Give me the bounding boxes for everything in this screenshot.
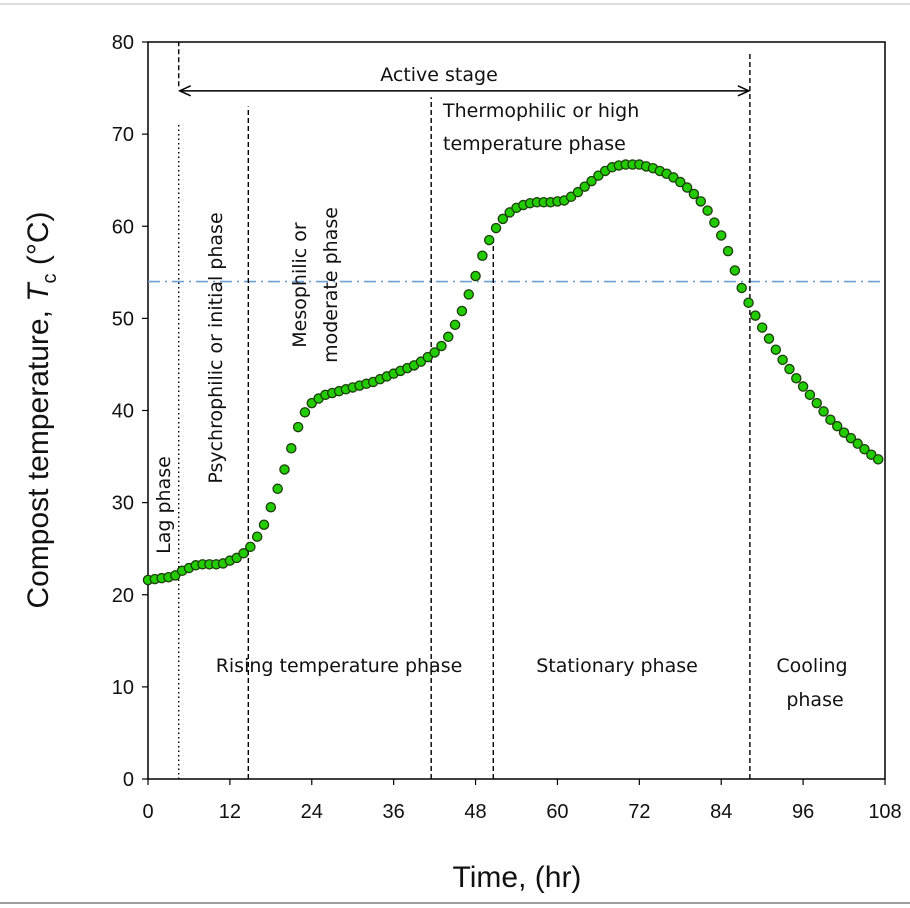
data-point <box>490 222 502 234</box>
data-point <box>811 397 823 409</box>
x-tick-label: 108 <box>868 801 901 823</box>
data-point <box>286 443 297 454</box>
y-axis-title: Compost temperature, Tc (°C) <box>22 211 61 608</box>
mesophilic-label-line1: Mesophilic or <box>289 222 311 348</box>
data-point <box>777 354 788 366</box>
x-tick-label: 84 <box>710 801 732 823</box>
y-axis-title-units: (°C) <box>22 211 55 273</box>
x-tick-label: 96 <box>792 801 814 823</box>
stationary-phase-label: Stationary phase <box>536 655 698 677</box>
x-tick-label: 72 <box>628 801 650 823</box>
data-point <box>245 541 256 553</box>
data-point <box>709 217 720 228</box>
x-tick-label: 36 <box>383 801 405 823</box>
data-point <box>436 340 447 352</box>
data-point <box>852 438 863 449</box>
data-point <box>258 519 270 530</box>
active-stage-arrowhead-left <box>177 85 192 97</box>
data-point <box>729 265 741 276</box>
data-point <box>845 432 857 444</box>
data-point <box>586 175 597 187</box>
y-tick-label: 80 <box>112 32 134 54</box>
data-point <box>750 310 761 321</box>
active-stage-arrow <box>177 85 751 97</box>
data-point <box>299 407 311 418</box>
data-point <box>265 501 277 513</box>
data-point <box>238 548 249 559</box>
y-axis-title-symbol: T <box>22 281 55 302</box>
data-point <box>715 230 727 241</box>
active-stage-label: Active stage <box>380 64 498 86</box>
x-tick-label: 48 <box>464 801 486 823</box>
data-point <box>272 483 283 495</box>
data-point <box>743 297 754 308</box>
y-tick-label: 40 <box>112 401 134 423</box>
data-point <box>443 331 454 343</box>
data-point <box>797 381 809 392</box>
data-point <box>702 205 713 216</box>
y-tick-label: 30 <box>112 493 134 515</box>
data-point <box>756 322 768 333</box>
data-point <box>477 250 488 261</box>
data-point <box>251 531 263 542</box>
data-point <box>429 347 440 358</box>
y-tick-label: 10 <box>112 677 134 699</box>
y-axis-title-prefix: Compost temperature, <box>22 302 55 609</box>
data-point <box>763 333 775 344</box>
data-point <box>784 363 795 375</box>
cooling-phase-label-line2: phase <box>786 689 843 711</box>
data-point <box>681 182 693 193</box>
data-point <box>770 344 782 355</box>
data-point <box>497 213 509 225</box>
y-tick-label: 60 <box>112 216 134 238</box>
data-point <box>804 389 816 401</box>
data-point <box>838 427 850 438</box>
rising-phase-label: Rising temperature phase <box>216 655 463 677</box>
thermophilic-label-line1: Thermophilic or high <box>442 100 639 122</box>
data-point <box>470 270 481 282</box>
data-point <box>279 464 290 475</box>
psychrophilic-label: Psychrophilic or initial phase <box>205 212 227 483</box>
x-tick-label: 0 <box>142 801 153 823</box>
lag-phase-label: Lag phase <box>153 456 175 554</box>
data-point <box>688 188 700 200</box>
x-tick-label: 24 <box>301 801 323 823</box>
data-point <box>872 454 884 465</box>
data-point <box>722 245 734 257</box>
data-point <box>736 282 747 294</box>
x-tick-label: 12 <box>219 801 241 823</box>
active-stage-arrowhead-right <box>737 85 751 97</box>
x-tick-label: 60 <box>546 801 568 823</box>
thermophilic-label-line2: temperature phase <box>443 133 626 155</box>
data-point <box>675 176 686 188</box>
y-axis-title-subscript: c <box>39 273 61 283</box>
data-point <box>463 289 474 300</box>
data-point <box>456 305 468 317</box>
data-point <box>818 406 829 417</box>
data-point <box>579 181 590 192</box>
data-point <box>859 443 870 455</box>
phase-boundaries <box>178 42 751 779</box>
data-point <box>825 414 836 425</box>
x-axis-title: Time, (hr) <box>453 861 582 894</box>
data-point <box>572 186 584 198</box>
y-tick-label: 50 <box>112 308 134 330</box>
data-point <box>449 319 461 331</box>
data-series-points <box>142 159 884 586</box>
mesophilic-label-line2: moderate phase <box>320 207 342 363</box>
data-point <box>695 196 707 207</box>
cooling-phase-label-line1: Cooling <box>776 655 847 677</box>
y-tick-label: 0 <box>123 769 134 791</box>
data-point <box>791 373 802 384</box>
y-tick-label: 20 <box>112 585 134 607</box>
data-point <box>292 421 304 433</box>
data-point <box>483 234 495 246</box>
data-point <box>831 420 843 432</box>
axis-ticks: 0 12 24 36 48 60 72 84 96 108 0 10 20 30 40 50 60 70 80 <box>112 32 902 823</box>
y-tick-label: 70 <box>112 124 134 146</box>
